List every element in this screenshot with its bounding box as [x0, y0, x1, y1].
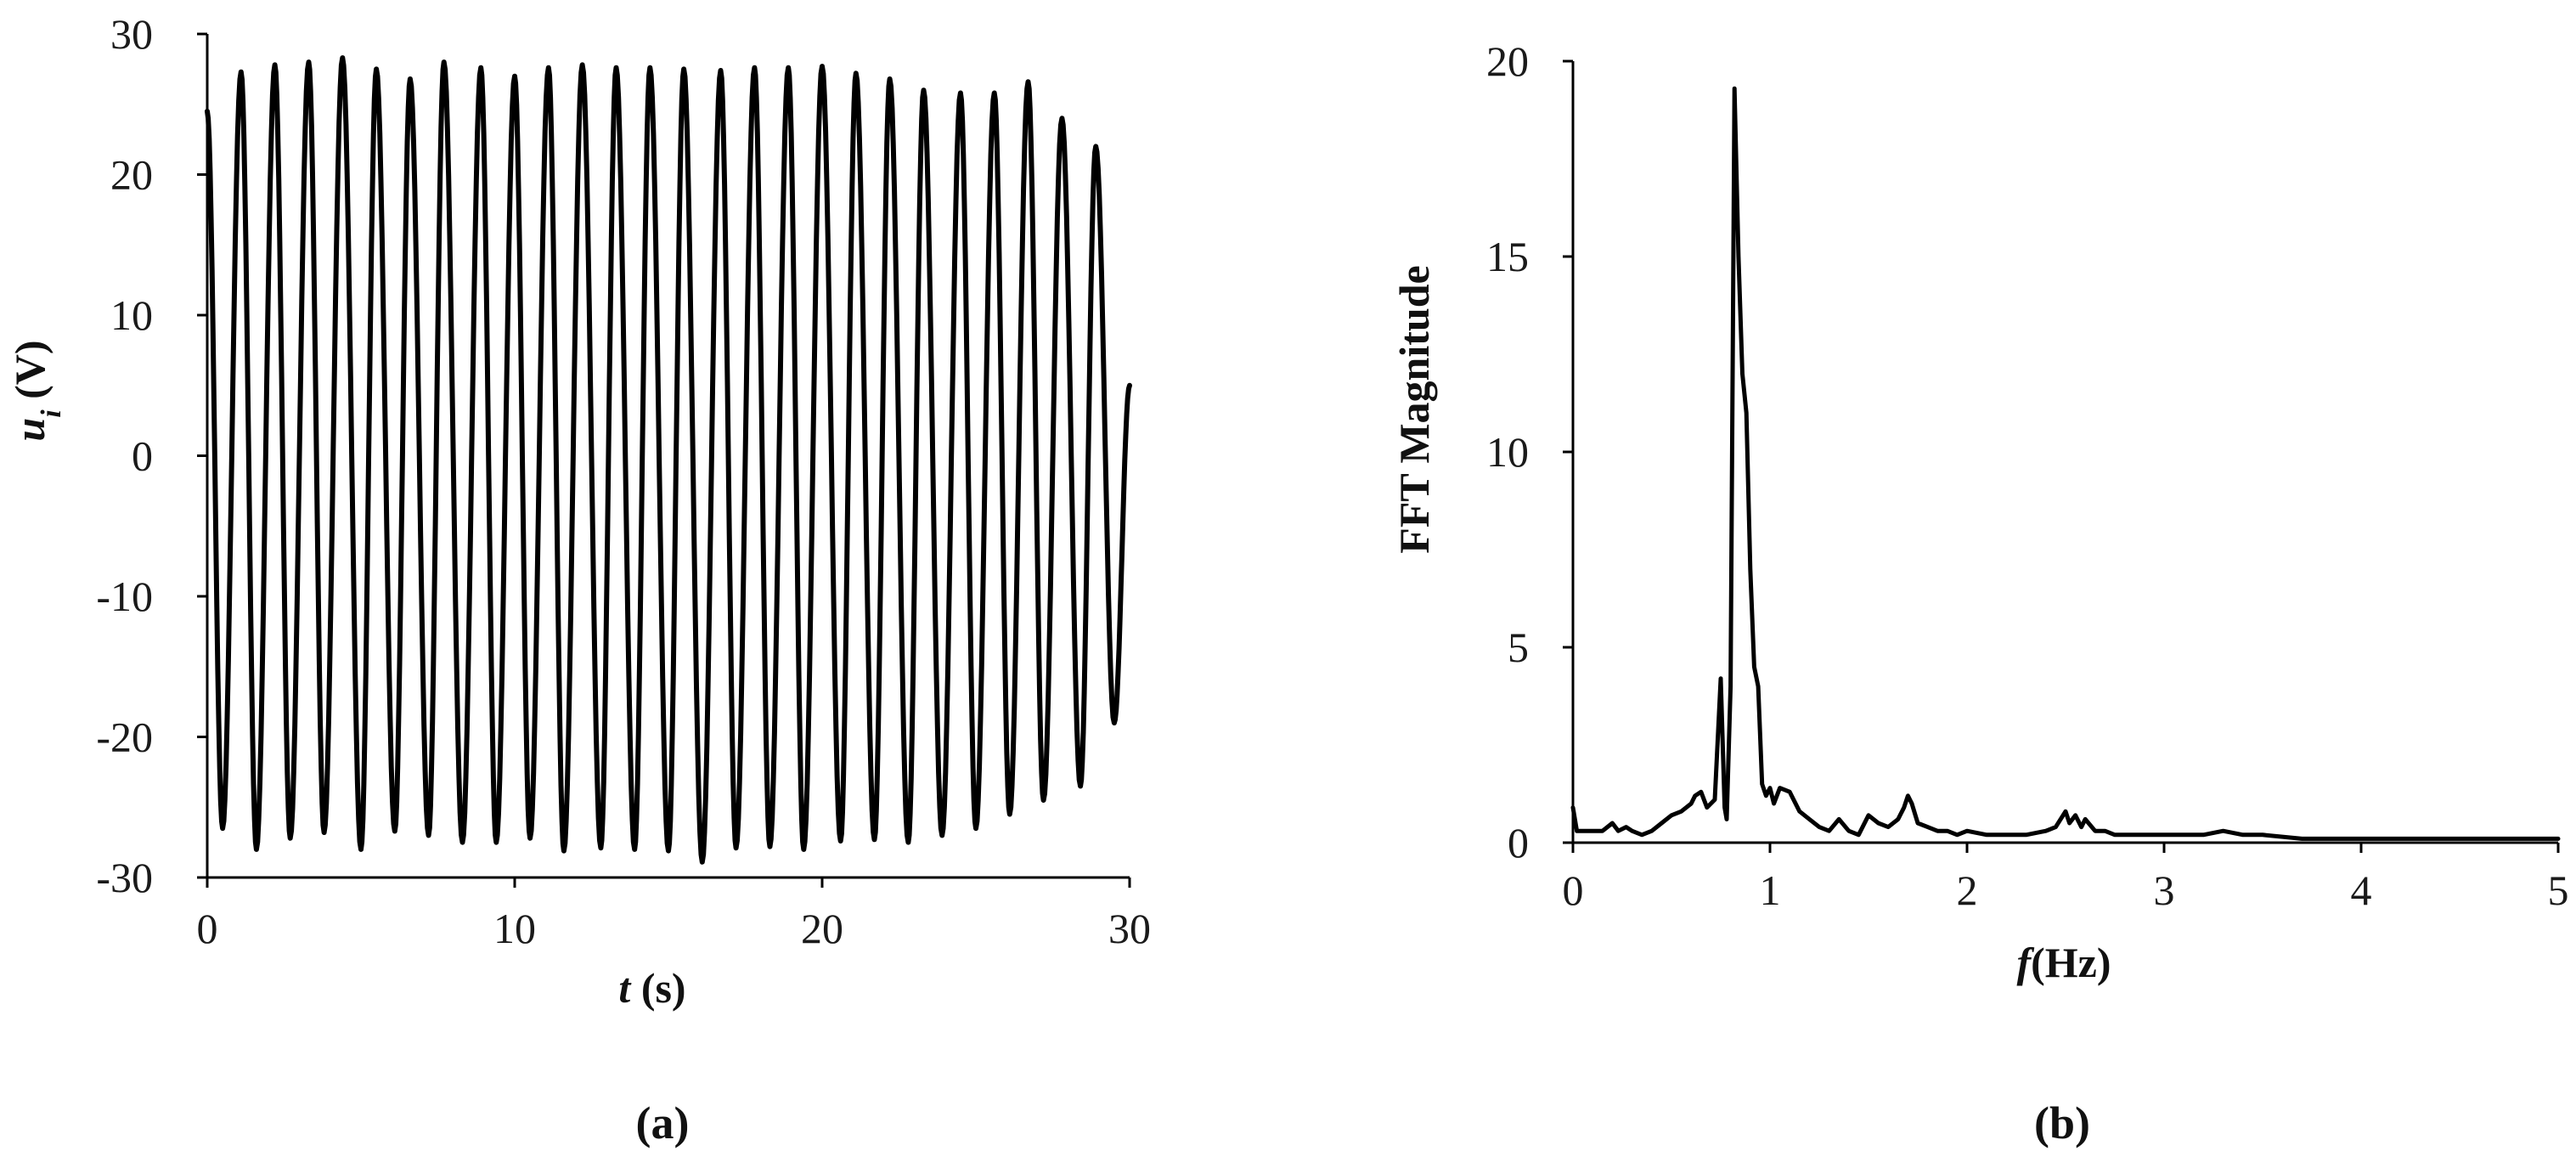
chart-a-series-line-0 [205, 55, 1132, 865]
chart-b-y-ticks: 20 15 10 5 0 [1486, 37, 1573, 866]
chart-a-x-axis-title: t (s) [618, 964, 685, 1012]
chart-a-y-ticks: 30 20 10 0 -10 -20 -30 [96, 10, 207, 901]
chart-a-panel-label: (a) [636, 1097, 690, 1148]
chart-b-x-axis-unit: (Hz) [2031, 939, 2111, 986]
chart-a-series [205, 55, 1132, 865]
chart-b-y-tick-label: 15 [1486, 233, 1529, 280]
chart-b-x-tick-label: 5 [2548, 866, 2569, 914]
chart-a-x-ticks: 0 10 20 30 [197, 877, 1151, 952]
chart-a-x-axis-var: t [618, 964, 632, 1012]
chart-b-series-line-0 [1570, 86, 2561, 841]
chart-a-x-tick-label: 0 [197, 905, 218, 952]
chart-b-y-axis-title: FFT Magnitude [1390, 265, 1438, 553]
chart-a-y-axis-var: u [6, 418, 54, 442]
chart-b-y-tick-label: 5 [1508, 623, 1529, 671]
chart-a-y-axis-title: ui (V) [6, 340, 67, 441]
chart-b-panel-label: (b) [2034, 1097, 2090, 1148]
chart-a-y-axis-sub: i [36, 409, 67, 418]
chart-b-y-tick-label: 10 [1486, 428, 1529, 476]
chart-b-x-ticks: 0 1 2 3 4 5 [1563, 843, 2569, 914]
chart-a-y-tick-label: -20 [96, 714, 153, 761]
chart-a-y-axis-unit: (V) [6, 340, 54, 409]
chart-b-series [1570, 86, 2561, 841]
chart-a-y-tick-label: -30 [96, 854, 153, 901]
chart-b-y-tick-label: 0 [1508, 819, 1529, 866]
chart-b-x-tick-label: 1 [1760, 866, 1781, 914]
chart-a-y-tick-label: 30 [110, 10, 153, 58]
chart-b-x-axis-var: f [2016, 939, 2034, 986]
chart-a-x-tick-label: 20 [801, 905, 843, 952]
chart-a-y-tick-label: 10 [110, 291, 153, 339]
chart-a-y-tick-label: -10 [96, 573, 153, 620]
chart-b-x-tick-label: 0 [1563, 866, 1584, 914]
chart-b-x-tick-label: 3 [2154, 866, 2175, 914]
chart-a: 30 20 10 0 -10 -20 -30 0 10 20 30 t (s) ui (V) (a… [6, 10, 1151, 1148]
chart-b-x-tick-label: 2 [1957, 866, 1978, 914]
chart-a-x-axis-unit: (s) [630, 964, 685, 1012]
chart-b-x-tick-label: 4 [2351, 866, 2372, 914]
chart-a-y-tick-label: 0 [132, 432, 153, 480]
chart-b-x-axis-title: f(Hz) [2016, 939, 2111, 986]
chart-a-y-tick-label: 20 [110, 151, 153, 199]
chart-b: 20 15 10 5 0 0 1 2 3 4 5 f(Hz) FFT Magnitude (b) [1390, 37, 2569, 1148]
chart-a-x-tick-label: 30 [1108, 905, 1151, 952]
chart-a-x-tick-label: 10 [493, 905, 536, 952]
chart-b-y-tick-label: 20 [1486, 37, 1529, 85]
